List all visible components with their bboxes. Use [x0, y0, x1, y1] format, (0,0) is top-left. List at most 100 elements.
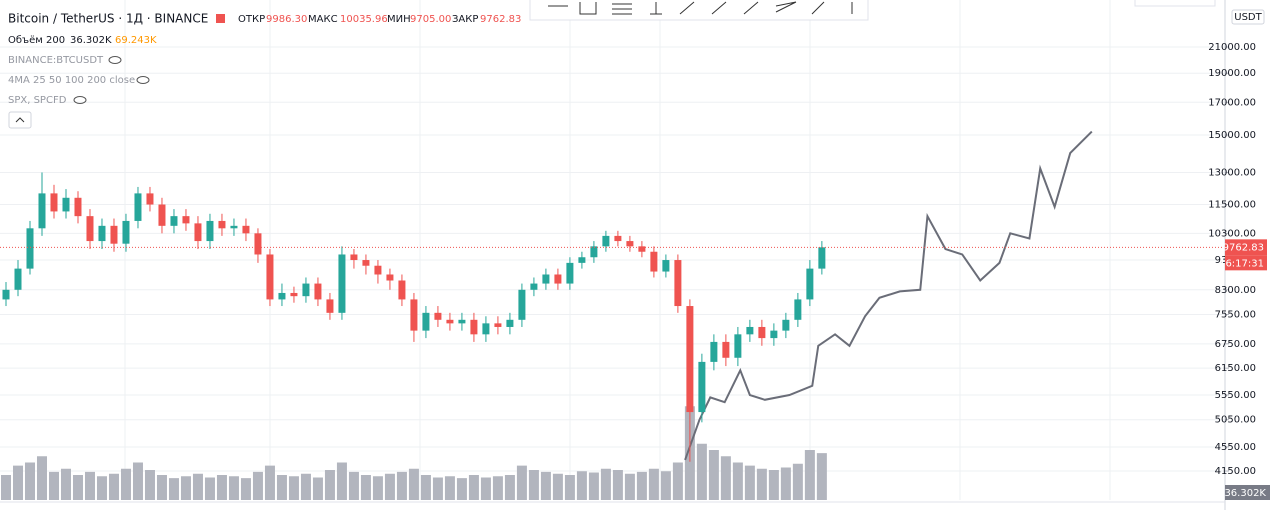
candle-body	[710, 341, 718, 362]
volume-bar	[636, 471, 647, 500]
volume-bar	[156, 475, 167, 500]
volume-bar	[480, 477, 491, 500]
y-tick-label: 15000.00	[1208, 130, 1256, 141]
candle-body	[626, 241, 634, 247]
volume-last-label: 36.302K	[1224, 488, 1266, 499]
volume-bar	[120, 468, 131, 500]
status-icon	[216, 14, 225, 23]
y-tick-label: 13000.00	[1208, 167, 1256, 178]
low-label: МИН	[387, 14, 411, 25]
volume-bar	[624, 473, 635, 500]
volume-bar	[0, 475, 11, 500]
last-price-tag	[1225, 239, 1267, 256]
y-tick-label: 5050.00	[1215, 415, 1256, 426]
volume-bar	[48, 471, 59, 500]
low-value: 9705.00	[410, 14, 451, 25]
candle-body	[206, 220, 214, 242]
volume-bar	[504, 475, 515, 500]
candle-body	[314, 283, 322, 300]
candle-body	[590, 246, 598, 258]
candle-body	[458, 319, 466, 324]
volume-bar	[192, 473, 203, 500]
candle-body	[170, 216, 178, 226]
volume-bar	[540, 471, 551, 500]
candle-body	[734, 334, 742, 358]
candle-body	[302, 283, 310, 297]
volume-label: Объём 200	[8, 35, 65, 46]
candle-body	[218, 220, 226, 229]
volume-bar	[108, 473, 119, 500]
volume-bar	[180, 476, 191, 500]
candle-body	[230, 225, 238, 229]
volume-bar	[312, 477, 323, 500]
candle-body	[74, 197, 82, 217]
y-tick-label: 10300.00	[1208, 228, 1256, 239]
volume-bar	[648, 468, 659, 500]
candle-body	[50, 193, 58, 212]
volume-bar	[528, 470, 539, 500]
candle-body	[122, 220, 130, 244]
volume-bar	[24, 462, 35, 500]
close-label: ЗАКР	[452, 14, 478, 25]
volume-bar	[264, 465, 275, 500]
candle-body	[38, 193, 46, 229]
volume-bar	[792, 463, 803, 500]
y-tick-label: 7550.00	[1215, 310, 1256, 321]
volume-bar	[336, 462, 347, 500]
volume-bar	[672, 462, 683, 500]
candle-body	[410, 299, 418, 331]
candle-body	[62, 197, 70, 212]
volume-bar	[408, 468, 419, 500]
volume-bar	[84, 471, 95, 500]
tool-icons[interactable]	[548, 1, 853, 15]
volume-bar	[372, 476, 383, 500]
volume-bar	[396, 471, 407, 500]
candle-body	[86, 216, 94, 242]
volume-bar	[360, 475, 371, 500]
candle-body	[698, 361, 706, 413]
volume-value: 36.302K	[70, 35, 112, 46]
candle-body	[518, 289, 526, 320]
candle-body	[578, 257, 586, 263]
high-label: МАКС	[308, 14, 338, 25]
candle-body	[530, 283, 538, 290]
eye-icon[interactable]	[73, 96, 87, 104]
volume-bar	[288, 476, 299, 500]
last-price-label: 9762.83	[1223, 242, 1264, 253]
y-tick-label: 17000.00	[1208, 97, 1256, 108]
eye-icon[interactable]	[136, 76, 150, 84]
y-tick-label: 6150.00	[1215, 363, 1256, 374]
indicator: BINANCE:BTCUSDT	[8, 55, 104, 66]
currency-box	[1231, 9, 1265, 25]
collapse-button[interactable]	[8, 111, 32, 129]
volume-bar	[744, 465, 755, 500]
y-tick-label: 8300.00	[1215, 285, 1256, 296]
candle-body	[182, 216, 190, 224]
close-value: 9762.83	[480, 14, 521, 25]
candle-body	[110, 225, 118, 244]
candle-body	[794, 299, 802, 320]
volume-bar	[588, 472, 599, 500]
volume-bar	[132, 462, 143, 500]
volume-bar	[276, 475, 287, 500]
volume-ma: 69.243K	[115, 35, 157, 46]
indicator: SPX, SPCFD	[8, 95, 67, 106]
volume-bar	[768, 470, 779, 500]
volume-bar	[804, 450, 815, 500]
volume-bar	[168, 478, 179, 500]
volume-bar	[696, 443, 707, 500]
y-tick-label: 6750.00	[1215, 339, 1256, 350]
candle-body	[146, 193, 154, 205]
volume-bar	[228, 476, 239, 500]
candle-body	[422, 312, 430, 331]
grid	[0, 0, 1225, 500]
volume-bar	[780, 467, 791, 500]
y-tick-label: 19000.00	[1208, 68, 1256, 79]
candle-body	[134, 193, 142, 221]
candle-body	[326, 299, 334, 313]
candle-body	[2, 289, 10, 300]
candle-body	[242, 225, 250, 234]
eye-icon[interactable]	[108, 56, 122, 64]
candle-body	[686, 306, 694, 413]
